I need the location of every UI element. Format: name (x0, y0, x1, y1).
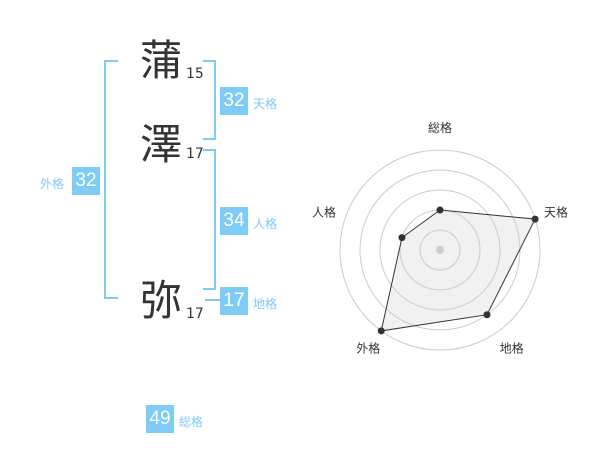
radar-point-4 (398, 234, 406, 242)
chikaku-connector (205, 299, 220, 301)
name-char-3: 弥 (140, 276, 183, 325)
radar-axis-label: 天格 (544, 204, 568, 219)
radar-ring (339, 149, 541, 351)
gaikaku-value: 32 (72, 167, 100, 195)
chikaku-value: 17 (220, 287, 248, 315)
stroke-count-3: 17 (186, 306, 204, 322)
radar-point-1 (531, 215, 539, 223)
radar-ring (379, 189, 501, 311)
radar-axis-label: 総格 (428, 120, 452, 135)
radar-ring (419, 229, 461, 271)
tenkaku-value: 32 (220, 87, 248, 115)
radar-axis-label: 外格 (356, 341, 380, 356)
chikaku-label: 地格 (253, 297, 278, 311)
radar-axis-label: 地格 (500, 341, 524, 356)
radar-point-2 (483, 311, 491, 319)
gaikaku-label: 外格 (40, 177, 65, 191)
radar-point-0 (436, 206, 444, 214)
jinkaku-label: 人格 (253, 217, 278, 231)
radar-axis-label: 人格 (312, 204, 336, 219)
name-char-2: 澤 (140, 120, 183, 169)
radar-area (380, 209, 536, 332)
radar-point-3 (377, 327, 385, 335)
name-char-1: 蒲 (140, 36, 183, 85)
soukaku-value: 49 (146, 405, 174, 433)
radar-center (436, 246, 444, 254)
stroke-count-1: 15 (186, 66, 204, 82)
tenkaku-label: 天格 (253, 97, 278, 111)
jinkaku-value: 34 (220, 207, 248, 235)
soukaku-label: 総格 (179, 415, 204, 429)
stroke-count-2: 17 (186, 146, 204, 162)
